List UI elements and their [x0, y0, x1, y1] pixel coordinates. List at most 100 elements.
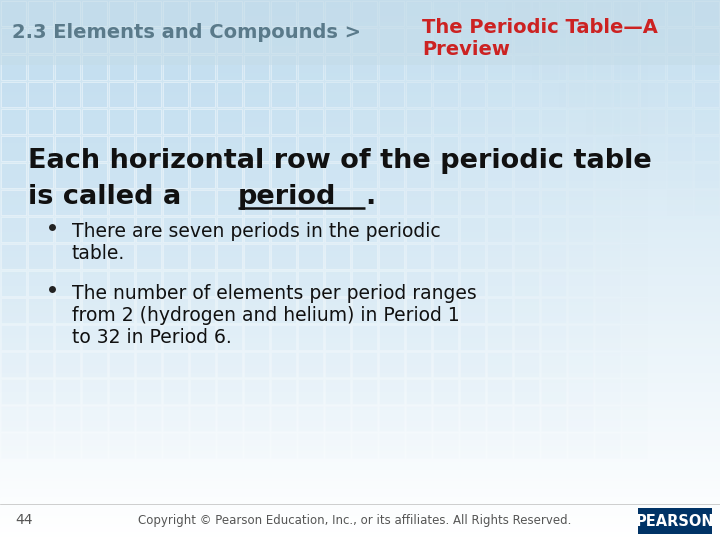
- Bar: [514, 379, 539, 404]
- Bar: [217, 298, 242, 323]
- Bar: [622, 1, 647, 26]
- Bar: [82, 433, 107, 458]
- Bar: [406, 271, 431, 296]
- Bar: [0, 146, 720, 149]
- Bar: [379, 379, 404, 404]
- Text: Copyright © Pearson Education, Inc., or its affiliates. All Rights Reserved.: Copyright © Pearson Education, Inc., or …: [138, 514, 572, 527]
- Bar: [0, 305, 720, 308]
- Bar: [352, 136, 377, 161]
- Bar: [595, 136, 620, 161]
- Bar: [28, 298, 53, 323]
- Bar: [541, 433, 566, 458]
- Bar: [595, 190, 620, 215]
- Bar: [0, 397, 720, 400]
- Bar: [0, 254, 720, 257]
- Bar: [379, 28, 404, 53]
- Bar: [0, 427, 720, 430]
- Bar: [217, 28, 242, 53]
- Bar: [406, 190, 431, 215]
- Bar: [433, 244, 458, 269]
- Bar: [55, 379, 80, 404]
- Bar: [244, 109, 269, 134]
- Bar: [0, 313, 720, 316]
- Bar: [55, 190, 80, 215]
- Bar: [0, 265, 720, 268]
- Bar: [244, 82, 269, 107]
- Text: .: .: [365, 184, 375, 210]
- Bar: [163, 82, 188, 107]
- Bar: [136, 217, 161, 242]
- Bar: [28, 244, 53, 269]
- Bar: [433, 109, 458, 134]
- Bar: [0, 132, 720, 136]
- Bar: [163, 1, 188, 26]
- Bar: [217, 82, 242, 107]
- Bar: [406, 244, 431, 269]
- Bar: [0, 454, 720, 457]
- Bar: [136, 55, 161, 80]
- Bar: [0, 437, 720, 441]
- Bar: [532, 28, 557, 53]
- Bar: [0, 508, 720, 511]
- Bar: [136, 352, 161, 377]
- Bar: [379, 1, 404, 26]
- Bar: [0, 308, 720, 311]
- Bar: [325, 298, 350, 323]
- Bar: [622, 109, 647, 134]
- Bar: [325, 352, 350, 377]
- Bar: [667, 1, 692, 26]
- Bar: [82, 109, 107, 134]
- Bar: [28, 433, 53, 458]
- Bar: [487, 271, 512, 296]
- Bar: [622, 28, 647, 53]
- Bar: [244, 55, 269, 80]
- Bar: [640, 55, 665, 80]
- Bar: [271, 406, 296, 431]
- Bar: [190, 244, 215, 269]
- Bar: [0, 216, 720, 219]
- Bar: [613, 1, 638, 26]
- Bar: [541, 136, 566, 161]
- Bar: [0, 478, 720, 481]
- Bar: [0, 327, 720, 330]
- Bar: [0, 443, 720, 446]
- Bar: [0, 230, 720, 233]
- Bar: [379, 406, 404, 431]
- Text: There are seven periods in the periodic: There are seven periods in the periodic: [72, 222, 441, 241]
- Bar: [514, 190, 539, 215]
- Bar: [613, 28, 638, 53]
- Bar: [0, 470, 720, 473]
- Bar: [379, 109, 404, 134]
- Bar: [694, 163, 719, 188]
- Bar: [514, 28, 539, 53]
- Bar: [0, 43, 720, 46]
- Bar: [271, 109, 296, 134]
- Bar: [0, 335, 720, 338]
- Bar: [694, 109, 719, 134]
- Bar: [379, 163, 404, 188]
- Bar: [406, 325, 431, 350]
- Bar: [352, 1, 377, 26]
- Bar: [82, 163, 107, 188]
- Bar: [0, 73, 720, 76]
- Bar: [352, 433, 377, 458]
- Bar: [0, 70, 720, 73]
- Bar: [568, 298, 593, 323]
- Bar: [0, 432, 720, 435]
- Bar: [0, 500, 720, 503]
- Bar: [0, 0, 720, 3]
- Bar: [568, 109, 593, 134]
- Bar: [460, 271, 485, 296]
- Bar: [514, 109, 539, 134]
- Bar: [0, 157, 720, 160]
- Bar: [298, 55, 323, 80]
- Bar: [559, 28, 584, 53]
- Bar: [0, 340, 720, 343]
- Bar: [0, 68, 720, 71]
- Bar: [487, 325, 512, 350]
- Bar: [406, 217, 431, 242]
- Bar: [298, 28, 323, 53]
- Bar: [109, 109, 134, 134]
- Bar: [28, 379, 53, 404]
- Bar: [298, 244, 323, 269]
